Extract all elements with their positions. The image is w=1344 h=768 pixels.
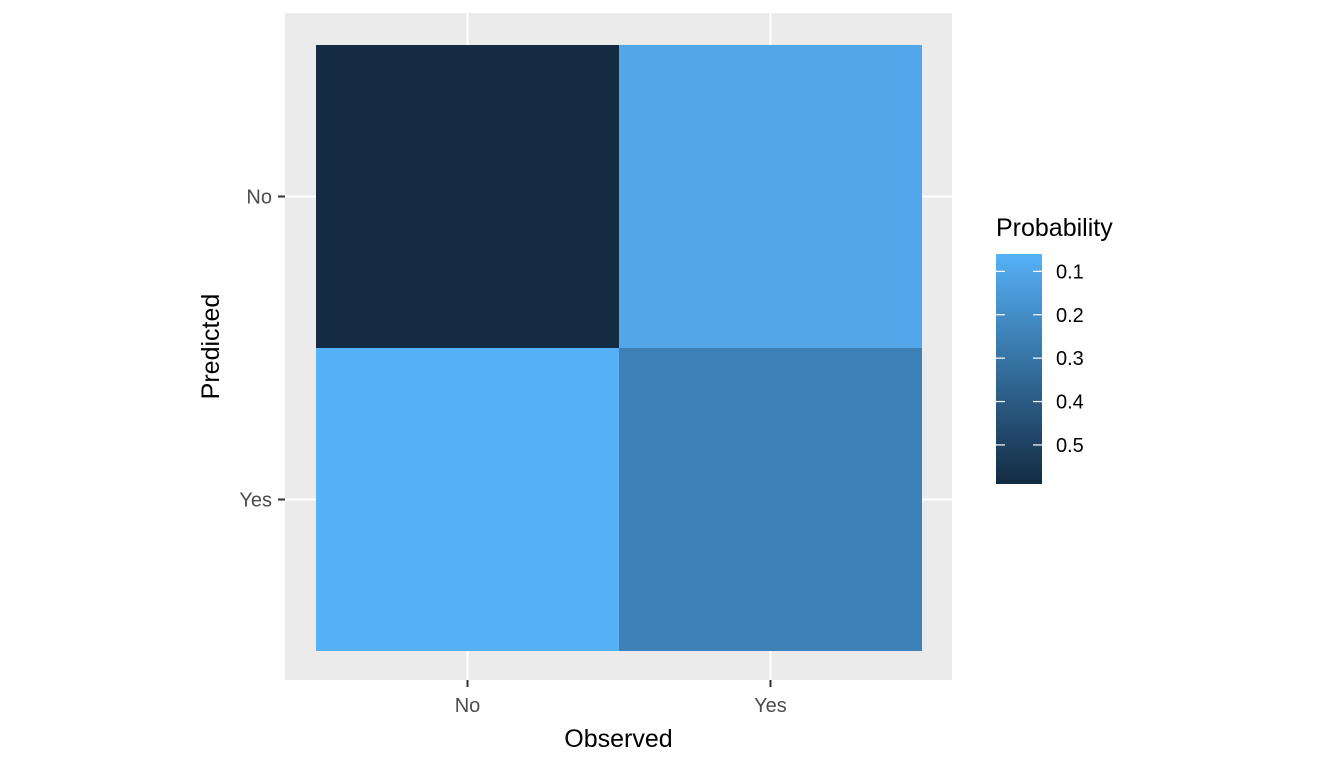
legend-tick-label: 0.1 — [1056, 261, 1084, 283]
x-axis-title: Observed — [564, 725, 672, 753]
heatmap-cells — [316, 45, 922, 651]
legend-ticks: 0.1 0.2 0.3 0.4 0.5 — [996, 261, 1084, 457]
heatmap-cell-no-yes — [619, 45, 922, 348]
x-tick-label: No — [455, 695, 481, 717]
heatmap-cell-yes-no — [316, 348, 619, 651]
legend-colorbar — [996, 254, 1042, 484]
heatmap-cell-no-no — [316, 45, 619, 348]
legend-tick-label: 0.5 — [1056, 435, 1084, 457]
heatmap-cell-yes-yes — [619, 348, 922, 651]
legend-tick-label: 0.3 — [1056, 348, 1084, 370]
y-tick-label: No — [246, 187, 272, 209]
x-axis: No Yes — [455, 680, 787, 717]
y-axis: No Yes — [239, 187, 285, 512]
y-axis-title: Predicted — [197, 294, 225, 400]
x-tick-label: Yes — [754, 695, 787, 717]
legend-tick-label: 0.4 — [1056, 392, 1084, 414]
legend-tick-label: 0.2 — [1056, 305, 1084, 327]
y-tick-label: Yes — [239, 490, 272, 512]
legend: Probability 0.1 0.2 0.3 0.4 0.5 — [996, 214, 1113, 484]
legend-title: Probability — [996, 214, 1113, 242]
